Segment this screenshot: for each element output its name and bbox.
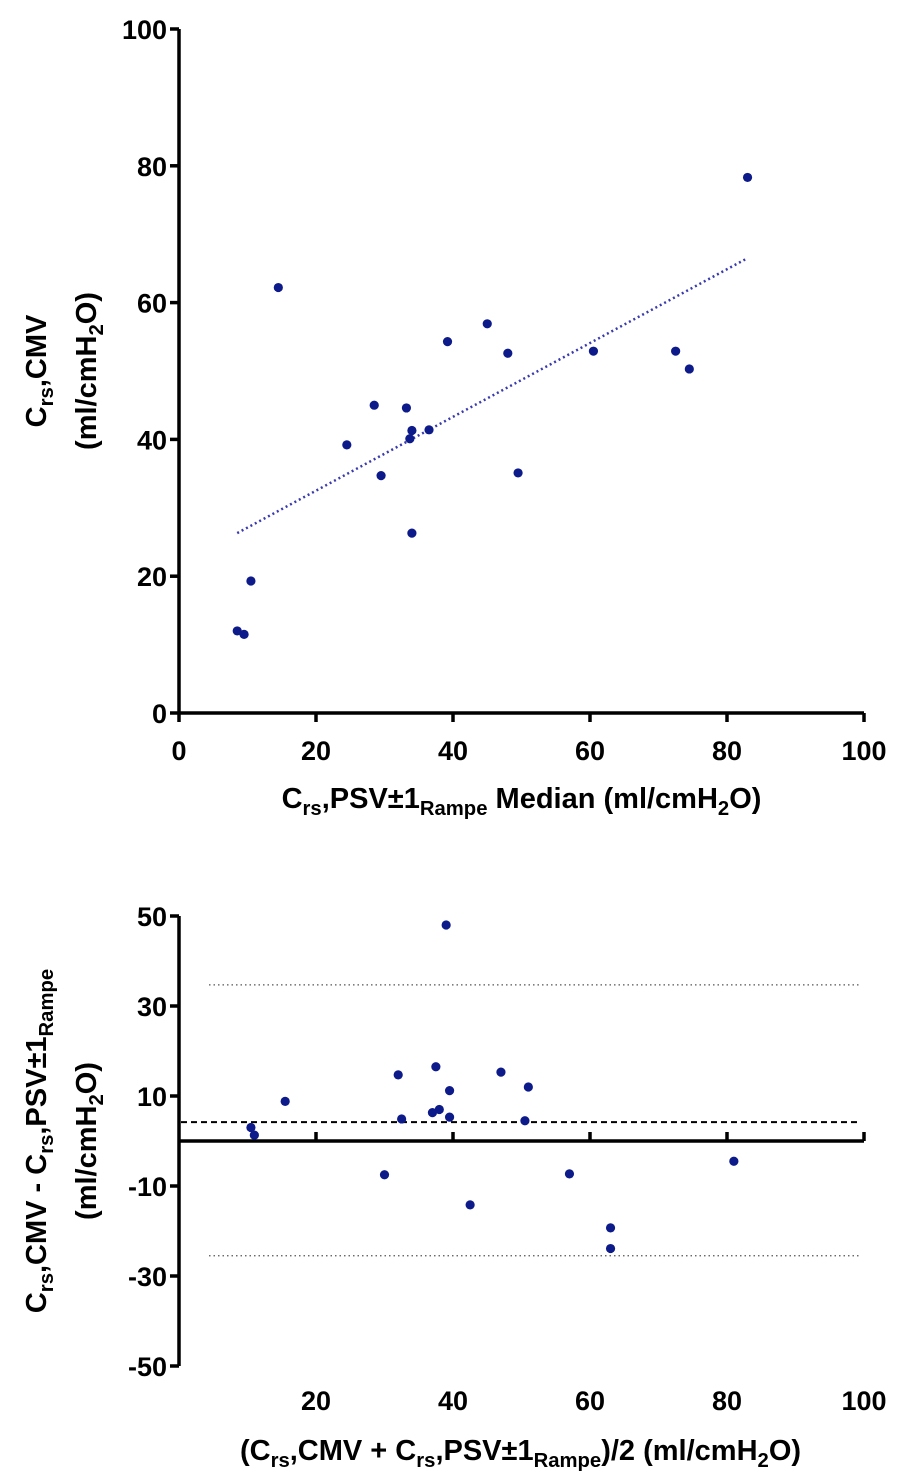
data-point [397, 1114, 407, 1124]
data-point [239, 629, 249, 639]
data-point [434, 1104, 444, 1115]
bottom-chart-points [246, 920, 739, 1254]
data-point [376, 471, 386, 481]
y-tick-label: -30 [128, 1262, 167, 1292]
data-point [424, 425, 434, 435]
bottom-chart-tick-labels: -50 -30 -10 10 30 50 20 40 60 80 100 [128, 902, 887, 1416]
x-tick-label: 100 [841, 736, 886, 766]
data-point [246, 576, 256, 586]
top-chart-y-axis-label-line2: (ml/cmH2O) [71, 292, 108, 450]
data-point [431, 1062, 441, 1072]
bland-altman-chart-bottom: -50 -30 -10 10 30 50 20 40 60 80 100 (Crs,CMV + Cr… [21, 902, 887, 1472]
data-point [246, 1122, 256, 1133]
top-chart-axes [170, 27, 866, 722]
data-point [280, 1096, 290, 1106]
bottom-chart-y-axis-label-line2: (ml/cmH2O) [71, 1062, 108, 1220]
y-tick-label: 60 [137, 289, 167, 319]
top-chart-tick-labels: 0 20 40 60 80 100 0 20 40 60 80 100 [122, 15, 887, 766]
data-point [671, 346, 681, 356]
x-tick-label: 20 [301, 1386, 331, 1416]
data-point [513, 468, 523, 478]
x-tick-label: 40 [438, 736, 468, 766]
top-chart-trendline [236, 257, 749, 535]
x-tick-label: 60 [575, 1386, 605, 1416]
y-tick-label: 0 [152, 699, 167, 729]
data-point [405, 434, 415, 444]
data-point [407, 528, 417, 538]
data-point [520, 1116, 530, 1126]
data-point [465, 1200, 475, 1210]
x-tick-label: 0 [171, 736, 186, 766]
data-point [503, 348, 513, 358]
data-point [605, 1243, 616, 1254]
top-chart-x-axis-label: Crs,PSV±1Rampe Median (ml/cmH2O) [282, 783, 762, 820]
y-tick-label: 40 [137, 425, 167, 455]
data-point [444, 1086, 455, 1096]
data-point [427, 1108, 438, 1118]
y-tick-label: 100 [122, 15, 167, 45]
y-tick-label: -10 [128, 1172, 167, 1202]
data-point [441, 920, 451, 930]
data-point [496, 1067, 506, 1077]
top-chart-points [232, 172, 753, 639]
data-point [232, 626, 242, 636]
data-point [729, 1156, 739, 1166]
x-tick-label: 100 [841, 1386, 886, 1416]
y-tick-label: 30 [137, 992, 167, 1022]
data-point [742, 172, 753, 183]
trend-line [236, 257, 749, 535]
data-point [442, 336, 453, 347]
data-point [249, 1130, 259, 1140]
data-point [588, 346, 599, 356]
y-tick-label: 20 [137, 562, 167, 592]
y-tick-label: -50 [128, 1352, 167, 1382]
data-point [444, 1112, 455, 1122]
data-point [684, 364, 694, 374]
x-tick-label: 20 [301, 736, 331, 766]
data-point [273, 282, 283, 293]
data-point [564, 1169, 575, 1179]
data-point [369, 400, 379, 410]
y-tick-label: 10 [137, 1082, 167, 1112]
data-point [342, 440, 352, 450]
y-tick-label: 80 [137, 152, 167, 182]
scatter-chart-top: 0 20 40 60 80 100 0 20 40 60 80 100 Crs,PSV±1Rampe … [21, 15, 887, 820]
top-chart-y-axis-label-line1: Crs,CMV [21, 314, 58, 427]
data-point [379, 1170, 390, 1180]
data-point [393, 1070, 403, 1080]
bottom-chart-axes [170, 914, 866, 1368]
y-tick-label: 50 [137, 902, 167, 932]
x-tick-label: 80 [712, 1386, 742, 1416]
x-tick-label: 80 [712, 736, 742, 766]
data-point [523, 1082, 533, 1092]
bottom-chart-y-axis-label-line1: Crs,CMV - Crs,PSV±1Rampe [21, 969, 58, 1313]
data-point [401, 403, 412, 413]
bottom-chart-x-axis-label: (Crs,CMV + Crs,PSV±1Rampe)/2 (ml/cmH2O) [240, 1435, 801, 1472]
data-point [605, 1223, 616, 1233]
x-tick-label: 40 [438, 1386, 468, 1416]
data-point [407, 425, 417, 436]
x-tick-label: 60 [575, 736, 605, 766]
data-point [482, 319, 492, 329]
bottom-chart-reference-lines [181, 984, 860, 1257]
